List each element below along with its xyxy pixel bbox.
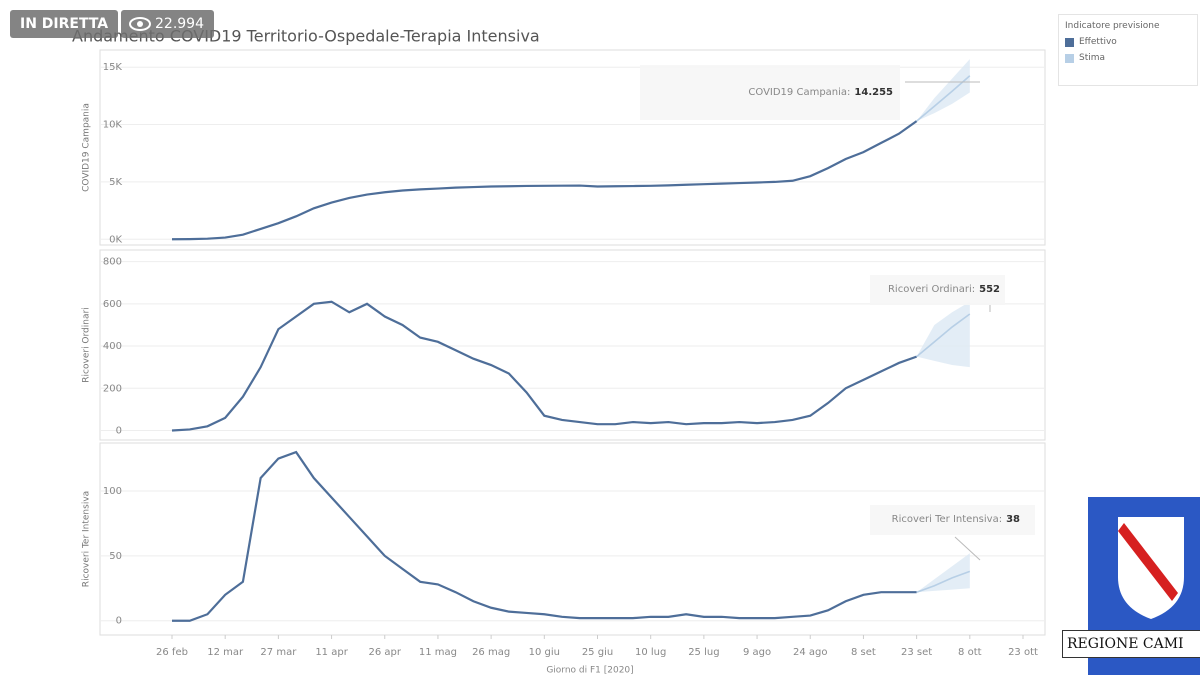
y-tick-label: 100 [103,486,122,497]
y-tick-label: 10K [103,120,123,131]
legend-swatch [1065,53,1074,63]
y-axis-label: Ricoveri Ter Intensiva [82,491,92,587]
panel-frame [99,442,1046,636]
x-tick-label: 27 mar [260,647,297,658]
x-tick-label: 23 set [901,647,932,658]
series-line [916,75,971,122]
x-tick-label: 26 apr [369,647,402,658]
x-tick-label: 9 ago [743,647,771,658]
x-tick-label: 8 set [851,647,876,658]
legend-swatch [1065,37,1074,47]
x-tick-label: 26 feb [156,647,188,658]
y-tick-label: 15K [103,62,123,73]
y-tick-label: 800 [103,257,122,268]
x-tick-label: 25 giu [582,647,613,658]
legend-items: Effettivo Stima [1059,37,1197,63]
panel-frame [99,249,1046,441]
logo-caption: REGIONE CAMI [1062,630,1200,658]
views-count: 22.994 [155,16,204,32]
annotation: Ricoveri Ter Intensiva: 38 [892,514,1020,525]
legend-label: Stima [1079,53,1106,63]
views-badge: 22.994 [121,10,214,38]
x-axis-label: Giorno di F1 [2020] [546,666,633,675]
x-tick-label: 8 ott [958,647,982,658]
y-tick-label: 0K [109,234,122,245]
annotation-leader [954,536,981,561]
coat-of-arms [1118,517,1184,619]
y-tick-label: 0 [116,426,122,437]
x-tick-label: 23 ott [1008,647,1038,658]
annotation-value: 552 [979,284,1000,295]
annotation: COVID19 Campania: 14.255 [748,87,893,98]
x-tick-label: 24 ago [793,647,828,658]
y-tick-label: 50 [109,551,122,562]
eye-icon [129,17,151,31]
legend: Indicatore previsione Effettivo Stima [1058,14,1198,86]
x-tick-label: 10 giu [529,647,560,658]
x-tick-label: 10 lug [635,647,666,658]
x-tick-label: 11 mag [419,647,457,658]
y-tick-label: 600 [103,299,122,310]
series-line [171,120,918,241]
annotation-label: COVID19 Campania: [748,87,850,98]
annotation-label: Ricoveri Ordinari: [888,284,975,295]
series-line [172,450,917,622]
legend-label: Effettivo [1079,37,1117,47]
forecast-band [916,553,970,593]
series-line [916,570,971,593]
logo: REGIONE CAMI [1062,497,1200,675]
live-badge: IN DIRETTA [10,10,119,38]
forecast-band [916,59,970,122]
legend-item: Stima [1065,53,1197,63]
panel-frame [99,49,1046,246]
y-tick-label: 0 [116,616,122,627]
annotation: Ricoveri Ordinari: 552 [888,284,1000,295]
y-tick-label: 400 [103,341,122,352]
x-tick-label: 25 lug [688,647,719,658]
y-tick-label: 5K [109,177,122,188]
annotation-box [870,275,1005,305]
legend-item: Effettivo [1065,37,1197,47]
y-axis-label: COVID19 Campania [82,103,92,192]
series-line [916,313,971,358]
legend-title: Indicatore previsione [1065,21,1160,31]
annotation-label: Ricoveri Ter Intensiva: [892,514,1002,525]
x-tick-label: 12 mar [207,647,244,658]
annotation-box [870,505,1035,535]
y-tick-label: 200 [103,383,122,394]
annotation-box [640,65,900,120]
annotation-value: 38 [1006,514,1020,525]
y-axis-label: Ricoveri Ordinari [82,307,92,382]
annotation-value: 14.255 [854,87,893,98]
x-tick-label: 11 apr [315,647,348,658]
series-line [171,300,917,432]
x-tick-label: 26 mag [472,647,510,658]
